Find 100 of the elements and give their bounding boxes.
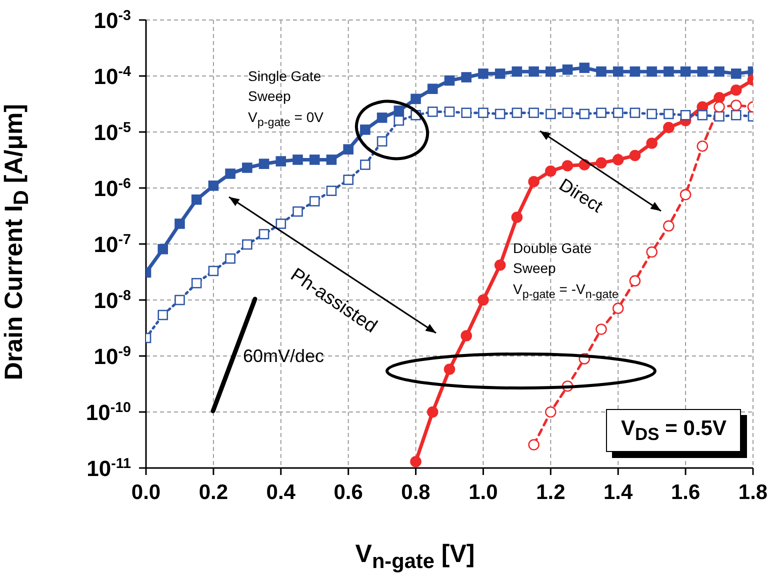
- point: [714, 66, 724, 77]
- y-tick-label: 10$^{-9}$: [94, 344, 132, 369]
- point: [546, 66, 556, 77]
- point: [410, 456, 422, 468]
- point: [478, 108, 488, 118]
- x-tick-label: 1.0: [468, 481, 498, 504]
- point: [376, 112, 388, 123]
- point: [546, 108, 556, 120]
- y-tick-label: 10$^{-4}$: [94, 64, 132, 89]
- point: [326, 154, 337, 165]
- point: [596, 108, 606, 118]
- point: [663, 220, 674, 232]
- point: [394, 106, 404, 116]
- point: [646, 138, 658, 149]
- point: [292, 206, 303, 217]
- point: [444, 106, 455, 117]
- point: [630, 66, 640, 77]
- point: [680, 66, 691, 77]
- point: [596, 157, 607, 169]
- x-tick-label: 0.6: [334, 481, 363, 504]
- point: [511, 212, 523, 223]
- point: [730, 68, 742, 79]
- point: [461, 108, 472, 118]
- point: [326, 186, 337, 196]
- point: [730, 84, 742, 96]
- point: [427, 84, 438, 94]
- point: [394, 115, 404, 126]
- point: [276, 218, 286, 229]
- point: [629, 275, 641, 286]
- point: [664, 108, 674, 120]
- point: [714, 111, 724, 122]
- point: [730, 110, 742, 120]
- point: [174, 218, 185, 229]
- point: [680, 110, 691, 120]
- point: [461, 72, 472, 82]
- point: [444, 75, 455, 86]
- x-tick-label: 0.8: [401, 481, 431, 504]
- point: [191, 194, 202, 205]
- point: [562, 160, 574, 172]
- point: [680, 189, 692, 200]
- point: [174, 294, 185, 306]
- point: [579, 62, 590, 73]
- y-tick-label: 10$^{-10}$: [86, 400, 132, 425]
- point: [528, 108, 539, 118]
- point: [629, 150, 641, 162]
- point: [208, 180, 219, 191]
- point: [360, 160, 370, 170]
- point: [612, 302, 624, 314]
- y-tick-label: 10$^{-6}$: [94, 176, 132, 201]
- point: [562, 64, 573, 75]
- x-tick-label: 1.6: [670, 481, 700, 504]
- point: [528, 66, 539, 77]
- point: [696, 140, 708, 152]
- point: [612, 66, 624, 77]
- point: [494, 259, 506, 271]
- point: [426, 406, 438, 418]
- point: [663, 122, 674, 134]
- point: [242, 239, 252, 250]
- point: [292, 154, 303, 165]
- x-axis-title: V$_{n-gate}$ [V]: [354, 540, 476, 574]
- annotation: Double Gate Sweep V$_{p-gate}$ = -V$_{n-gate}$: [513, 239, 618, 302]
- point: [208, 266, 219, 276]
- point: [545, 165, 556, 177]
- point: [309, 196, 320, 206]
- point: [512, 108, 522, 118]
- y-tick-label: 10$^{-3}$: [94, 8, 132, 33]
- point: [697, 66, 708, 77]
- point: [444, 364, 456, 375]
- x-tick-label: 1.4: [604, 481, 634, 504]
- point: [478, 68, 488, 79]
- point: [343, 144, 354, 154]
- point: [360, 124, 370, 135]
- point: [646, 108, 657, 120]
- point: [664, 66, 674, 77]
- point: [730, 100, 742, 111]
- x-tick-label: 0.4: [266, 481, 296, 504]
- point: [158, 310, 168, 320]
- annotation: 60mV/dec: [243, 345, 324, 368]
- point: [630, 108, 640, 118]
- x-tick-label: 1.8: [738, 481, 768, 504]
- point: [258, 158, 270, 169]
- point: [646, 246, 658, 258]
- point: [646, 66, 657, 77]
- point: [714, 92, 725, 104]
- point: [427, 106, 438, 117]
- point: [562, 108, 573, 118]
- point: [276, 156, 286, 166]
- point: [460, 330, 472, 342]
- point: [494, 68, 506, 79]
- point: [478, 294, 489, 306]
- point: [225, 168, 236, 179]
- point: [545, 406, 556, 418]
- point: [158, 244, 168, 254]
- point: [309, 154, 320, 165]
- point: [697, 110, 708, 120]
- annotation: Single Gate Sweep V$_{p-gate}$ = 0V: [248, 67, 324, 130]
- x-tick-label: 0.0: [131, 481, 161, 504]
- y-tick-label: 10$^{-5}$: [94, 120, 132, 145]
- x-tick-label: 0.2: [198, 481, 228, 504]
- point: [343, 174, 354, 185]
